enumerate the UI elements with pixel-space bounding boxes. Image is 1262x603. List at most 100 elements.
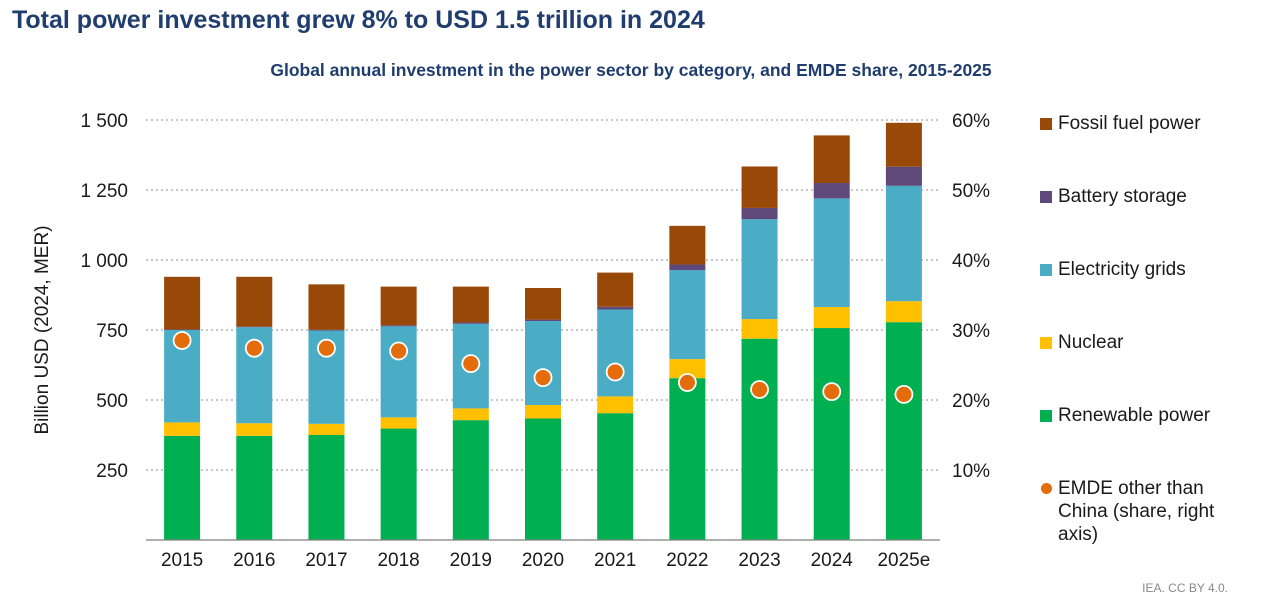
x-tick-label: 2025e: [877, 550, 930, 571]
bar-segment: [236, 276, 273, 327]
bar-segment: [669, 378, 706, 540]
bar-segment: [885, 166, 922, 186]
y-tick-label: 1 500: [80, 111, 128, 132]
emde-share-marker: [317, 338, 336, 358]
x-tick-label: 2018: [377, 550, 419, 571]
bar-segment: [597, 309, 634, 397]
bar-segment: [164, 422, 201, 436]
legend-label: Fossil fuel power: [1058, 113, 1201, 134]
legend-swatch: [1040, 410, 1052, 422]
y2-tick-label: 20%: [952, 391, 990, 412]
bar-segment: [813, 307, 850, 329]
x-tick-label: 2024: [811, 550, 854, 571]
bar-segment: [308, 435, 345, 540]
bar-segment: [885, 122, 922, 167]
bar-segment: [597, 413, 634, 540]
legend-swatch: [1040, 191, 1052, 203]
bar-segment: [669, 225, 706, 265]
bar-segment: [813, 328, 850, 540]
bar-segment: [525, 405, 561, 419]
bar-segment: [813, 198, 850, 308]
bar-segment: [452, 408, 489, 421]
bar-segment: [308, 284, 345, 330]
y2-tick-label: 30%: [952, 321, 990, 342]
emde-share-marker: [894, 384, 914, 404]
x-tick-label: 2023: [738, 550, 780, 571]
legend-label: EMDE other than China (share, right axis…: [1058, 478, 1215, 545]
bars: [164, 122, 922, 540]
x-tick-label: 2016: [233, 550, 275, 571]
bar-segment: [741, 166, 778, 208]
bar-segment: [669, 270, 706, 360]
bar-segment: [669, 264, 706, 271]
y-tick-label: 1 250: [80, 181, 128, 202]
y-axis-label: Billion USD (2024, MER): [32, 225, 53, 434]
bar-segment: [597, 306, 634, 310]
bar-segment: [525, 418, 561, 540]
y2-tick-label: 10%: [952, 461, 990, 482]
bar-segment: [236, 423, 273, 436]
y-tick-label: 250: [96, 461, 128, 482]
bar-segment: [380, 326, 417, 418]
emde-share-markers: [172, 331, 914, 404]
y-tick-label: 750: [96, 321, 128, 342]
bar-segment: [308, 329, 345, 331]
emde-share-marker: [677, 373, 697, 392]
bar-segment: [669, 359, 706, 379]
bar-segment: [308, 423, 345, 435]
headline: Total power investment grew 8% to USD 1.…: [12, 6, 705, 34]
bar-segment: [380, 286, 417, 326]
legend-marker-dot: [1041, 483, 1052, 494]
emde-share-marker: [172, 331, 192, 350]
axes: 250 500 750 1 000 1 250 1 500 10% 20% 30% 40% 50% 6…: [80, 111, 990, 571]
bar-segment: [741, 219, 778, 320]
emde-share-marker: [244, 338, 264, 358]
x-tick-label: 2017: [305, 550, 347, 571]
bar-segment: [741, 319, 778, 339]
bar-segment: [164, 329, 201, 330]
bar-segment: [525, 288, 561, 320]
y-tick-label: 500: [96, 391, 128, 412]
bar-segment: [741, 338, 778, 540]
bar-segment: [741, 207, 778, 220]
bar-segment: [885, 322, 922, 540]
y2-tick-label: 50%: [952, 181, 990, 202]
bar-segment: [236, 326, 273, 328]
bar-segment: [525, 321, 561, 406]
bar-segment: [813, 183, 850, 199]
emde-share-marker: [822, 382, 842, 402]
bar-segment: [380, 325, 417, 327]
bar-segment: [452, 322, 489, 324]
bar-segment: [452, 286, 489, 323]
x-tick-label: 2015: [161, 550, 203, 571]
bar-segment: [380, 417, 417, 429]
legend-swatch: [1040, 118, 1052, 130]
emde-share-marker: [750, 380, 769, 399]
legend-swatch: [1040, 264, 1052, 276]
x-tick-label: 2019: [450, 550, 492, 571]
y-tick-label: 1 000: [80, 251, 128, 272]
bar-segment: [813, 135, 850, 183]
legend-label: Nuclear: [1058, 332, 1124, 353]
bar-segment: [164, 435, 201, 540]
y2-tick-label: 60%: [952, 111, 990, 132]
x-tick-label: 2020: [522, 550, 564, 571]
legend-label: Battery storage: [1058, 186, 1187, 207]
bar-segment: [525, 319, 561, 322]
x-tick-label: 2021: [594, 550, 636, 571]
emde-share-marker: [389, 341, 409, 361]
x-tick-label: 2022: [666, 550, 708, 571]
emde-share-marker: [461, 354, 481, 374]
y2-tick-label: 40%: [952, 251, 990, 272]
bar-segment: [597, 396, 634, 414]
bar-segment: [236, 435, 273, 540]
legend-swatch: [1040, 337, 1052, 349]
emde-share-marker: [533, 368, 553, 388]
bar-segment: [164, 276, 201, 330]
bar-segment: [597, 272, 634, 307]
emde-share-marker: [605, 362, 625, 382]
legend-label: Renewable power: [1058, 405, 1211, 426]
credit: IEA. CC BY 4.0.: [1142, 581, 1228, 595]
legend-label: Electricity grids: [1058, 259, 1186, 280]
